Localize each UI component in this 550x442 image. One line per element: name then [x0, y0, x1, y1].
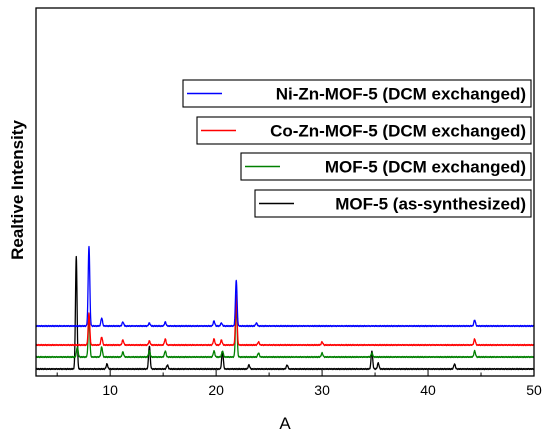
series-line-2	[35, 301, 535, 359]
x-tick-label: 20	[208, 382, 224, 398]
legend-box	[254, 189, 532, 218]
legend-label: Co-Zn-MOF-5 (DCM exchanged)	[270, 122, 526, 141]
legend-item: MOF-5 (DCM exchanged)	[240, 152, 532, 181]
x-axis: 10 20 30 40 50	[56, 370, 542, 398]
legend-item: Co-Zn-MOF-5 (DCM exchanged)	[196, 116, 532, 145]
series-line-3	[35, 294, 535, 347]
x-tick-label: 50	[526, 382, 542, 398]
series-line-1	[35, 255, 535, 371]
x-tick-label: 30	[314, 382, 330, 398]
legend-box	[196, 116, 532, 145]
legend-label: MOF-5 (DCM exchanged)	[325, 158, 526, 177]
legend-box	[182, 79, 532, 108]
legend-item: MOF-5 (as-synthesized)	[254, 189, 532, 218]
legend-box	[240, 152, 532, 181]
legend-label: Ni-Zn-MOF-5 (DCM exchanged)	[276, 85, 526, 104]
legend-label: MOF-5 (as-synthesized)	[335, 195, 526, 214]
legend-item: Ni-Zn-MOF-5 (DCM exchanged)	[182, 79, 532, 108]
series-line-4	[35, 245, 535, 328]
series-layer	[35, 245, 535, 371]
y-axis-title: Realtive Intensity	[8, 120, 27, 260]
x-tick-label: 10	[102, 382, 118, 398]
plot-frame	[35, 7, 535, 377]
x-axis-title: A	[279, 414, 291, 433]
x-tick-label: 40	[420, 382, 436, 398]
legend: Ni-Zn-MOF-5 (DCM exchanged) Co-Zn-MOF-5 (…	[182, 79, 532, 218]
